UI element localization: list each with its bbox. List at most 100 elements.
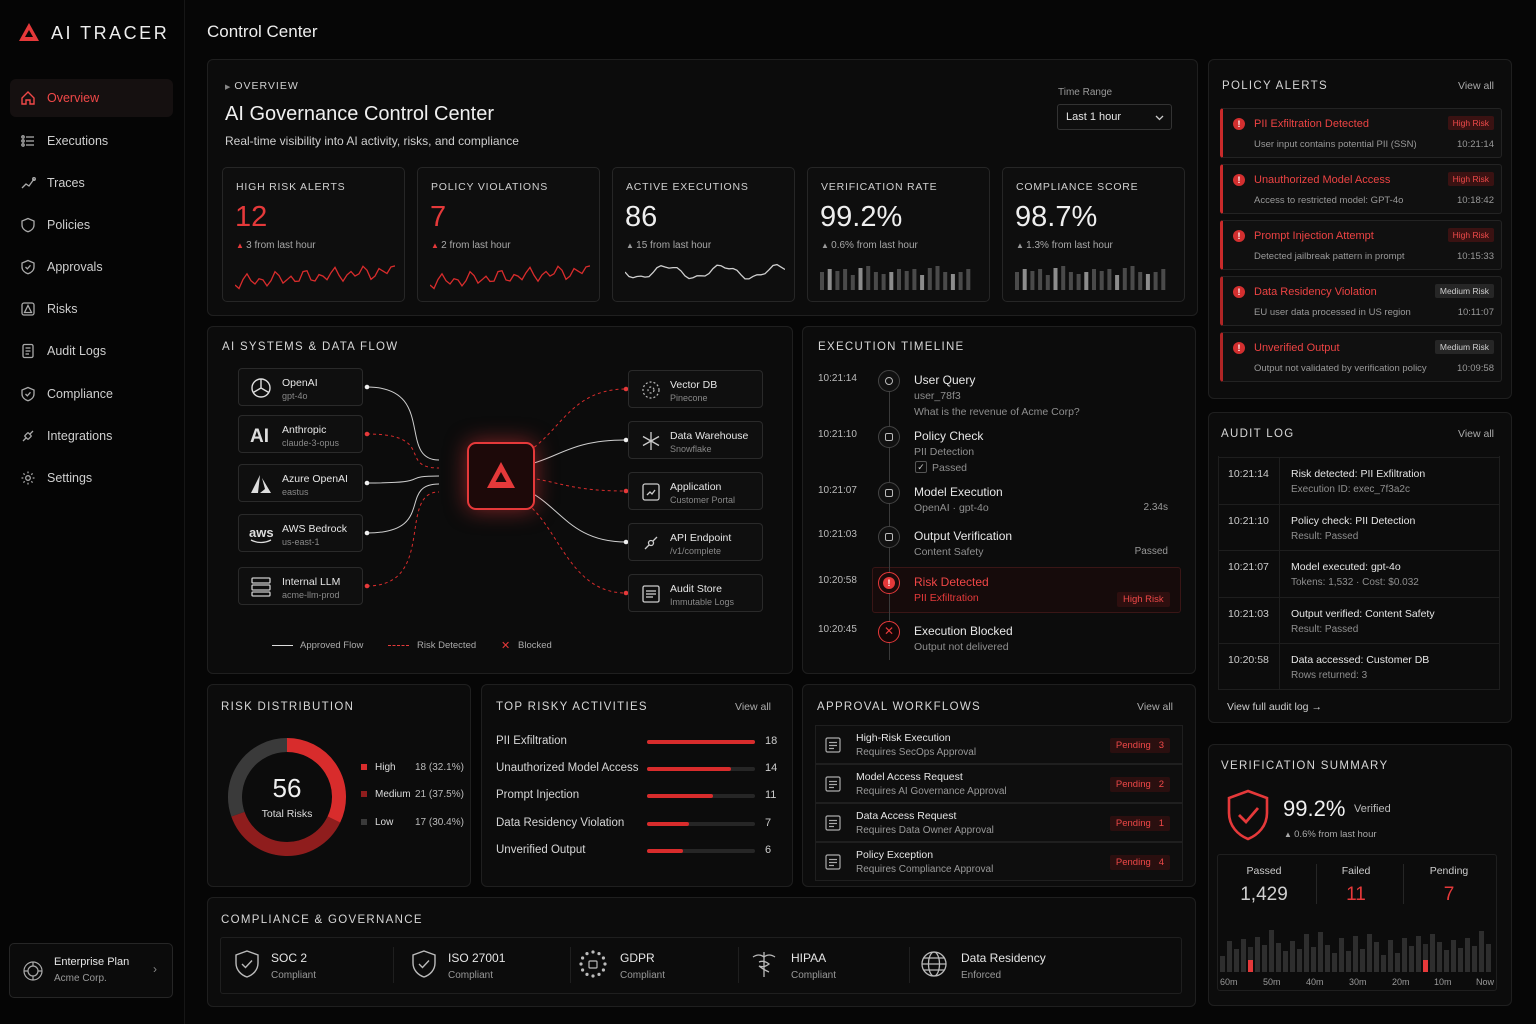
target-node[interactable]: Vector DB Pinecone [628,370,763,408]
user-icon [878,370,900,392]
policy-alert[interactable]: ! Unverified Output Output not validated… [1220,332,1502,382]
divider [1279,505,1280,551]
node-sub: eastus [282,487,309,497]
event-time: 10:20:45 [818,624,857,635]
verification-bar [1325,945,1330,972]
metric-label: HIGH RISK ALERTS [236,181,346,193]
verification-bar [1346,951,1351,972]
target-node[interactable]: Application Customer Portal [628,472,763,510]
metric-card[interactable]: POLICY VIOLATIONS 7 ▲ 2 from last hour [417,167,600,302]
risky-activities-view-all[interactable]: View all [735,701,771,713]
nav-label: Policies [47,218,91,232]
audit-log-view-all[interactable]: View all [1458,428,1494,440]
total-risks-value: 56 [272,773,302,803]
view-full-audit-log-link[interactable]: View full audit log → [1227,701,1322,713]
node-sub: Pinecone [670,393,708,403]
nav-executions[interactable]: Executions [10,122,173,160]
source-node[interactable]: aws AWS Bedrock us-east-1 [238,514,363,552]
verification-bar [1479,931,1484,972]
nav-approvals[interactable]: Approvals [10,248,173,286]
source-node[interactable]: Internal LLM acme-llm-prod [238,567,363,605]
policy-alert[interactable]: ! PII Exfiltration Detected User input c… [1220,108,1502,158]
policy-alerts-view-all[interactable]: View all [1458,80,1494,92]
risk-badge: High Risk [1117,592,1170,607]
policy-alert[interactable]: ! Unauthorized Model Access Access to re… [1220,164,1502,214]
event-meta: 2.34s [1143,502,1168,513]
audit-row[interactable]: 10:21:10 Policy check: PII Detection Res… [1218,504,1500,551]
metric-card[interactable]: COMPLIANCE SCORE 98.7% ▲ 1.3% from last … [1002,167,1185,302]
metric-change: ▲ 15 from last hour [626,240,712,251]
nav-settings[interactable]: Settings [10,459,173,497]
verification-bar [1269,930,1274,972]
nav-label: Integrations [47,429,113,443]
time-range-select[interactable]: Last 1 hour [1057,104,1172,130]
legend-swatch [361,764,367,770]
activity-label: PII Exfiltration [496,735,567,747]
audit-time: 10:21:07 [1228,561,1269,573]
event-detail: PII Exfiltration [914,592,979,604]
audit-row[interactable]: 10:21:03 Output verified: Content Safety… [1218,597,1500,644]
donut-slice[interactable] [228,738,288,817]
api-icon [640,532,662,554]
approval-item[interactable]: Policy Exception Requires Compliance App… [815,842,1183,881]
legend-value: 18 (32.1%) [415,762,464,773]
alert-desc: EU user data processed in US region [1254,307,1411,318]
event-detail: Passed [932,462,968,474]
legend-risk: Risk Detected [417,640,477,651]
nav-integrations[interactable]: Integrations [10,417,173,455]
approval-sub: Requires Data Owner Approval [856,825,994,836]
timeline-line [889,378,890,660]
approval-item[interactable]: High-Risk Execution Requires SecOps Appr… [815,725,1183,764]
compliance-status: Enforced [961,970,1002,981]
verification-bar [1283,951,1288,972]
plug-icon [22,430,34,442]
node-name: AWS Bedrock [282,523,347,535]
flow-connection [366,491,440,587]
verification-bar [1416,936,1421,972]
legend-blocked: Blocked [518,640,552,651]
nav-overview[interactable]: Overview [10,79,173,117]
nav-compliance[interactable]: Compliance [10,375,173,413]
audit-row[interactable]: 10:21:14 Risk detected: PII Exfiltration… [1218,457,1500,504]
event-detail: PII Detection [914,446,975,458]
audit-row[interactable]: 10:20:58 Data accessed: Customer DB Rows… [1218,643,1500,690]
metric-card[interactable]: VERIFICATION RATE 99.2% ▲ 0.6% from last… [807,167,990,302]
audit-row[interactable]: 10:21:07 Model executed: gpt-4o Tokens: … [1218,550,1500,597]
target-node[interactable]: API Endpoint /v1/complete [628,523,763,561]
event-detail: Output not delivered [914,641,1009,653]
approval-item[interactable]: Model Access Request Requires AI Governa… [815,764,1183,803]
alert-title: Unverified Output [1254,342,1340,354]
target-node[interactable]: Audit Store Immutable Logs [628,574,763,612]
approval-item[interactable]: Data Access Request Requires Data Owner … [815,803,1183,842]
target-node[interactable]: Data Warehouse Snowflake [628,421,763,459]
connection-dot [623,386,629,392]
ai-tracer-hub[interactable] [467,442,535,510]
verification-bar-chart [1220,930,1491,972]
nav-audit-logs[interactable]: Audit Logs [10,332,173,370]
nav-risks[interactable]: Risks [10,290,173,328]
audit-sub: Tokens: 1,532 · Cost: $0.032 [1291,577,1419,588]
approvals-view-all[interactable]: View all [1137,701,1173,713]
source-node[interactable]: OpenAI gpt-4o [238,368,363,406]
source-node[interactable]: Azure OpenAI eastus [238,464,363,502]
policy-alert[interactable]: ! Prompt Injection Attempt Detected jail… [1220,220,1502,270]
metric-change: ▲ 3 from last hour [236,240,316,251]
nav-traces[interactable]: Traces [10,164,173,202]
donut-slice[interactable] [231,811,341,856]
source-node[interactable]: AI Anthropic claude-3-opus [238,415,363,453]
alert-time: 10:11:07 [1457,307,1494,318]
donut-slice[interactable] [286,738,346,823]
activity-label: Data Residency Violation [496,817,625,829]
policy-alert[interactable]: ! Data Residency Violation EU user data … [1220,276,1502,326]
event-time: 10:21:03 [818,529,857,540]
plan-card[interactable]: Enterprise Plan Acme Corp. › [9,943,173,998]
shield-check-icon [21,259,35,275]
stat-passed: Passed 1,429 [1240,865,1288,905]
metric-card[interactable]: HIGH RISK ALERTS 12 ▲ 3 from last hour [222,167,405,302]
alert-desc: Detected jailbreak pattern in prompt [1254,251,1405,262]
nav-policies[interactable]: Policies [10,206,173,244]
activity-bar [647,794,755,798]
bar-sparkline [1015,266,1166,290]
metric-card[interactable]: ACTIVE EXECUTIONS 86 ▲ 15 from last hour [612,167,795,302]
logo-icon [487,462,515,488]
